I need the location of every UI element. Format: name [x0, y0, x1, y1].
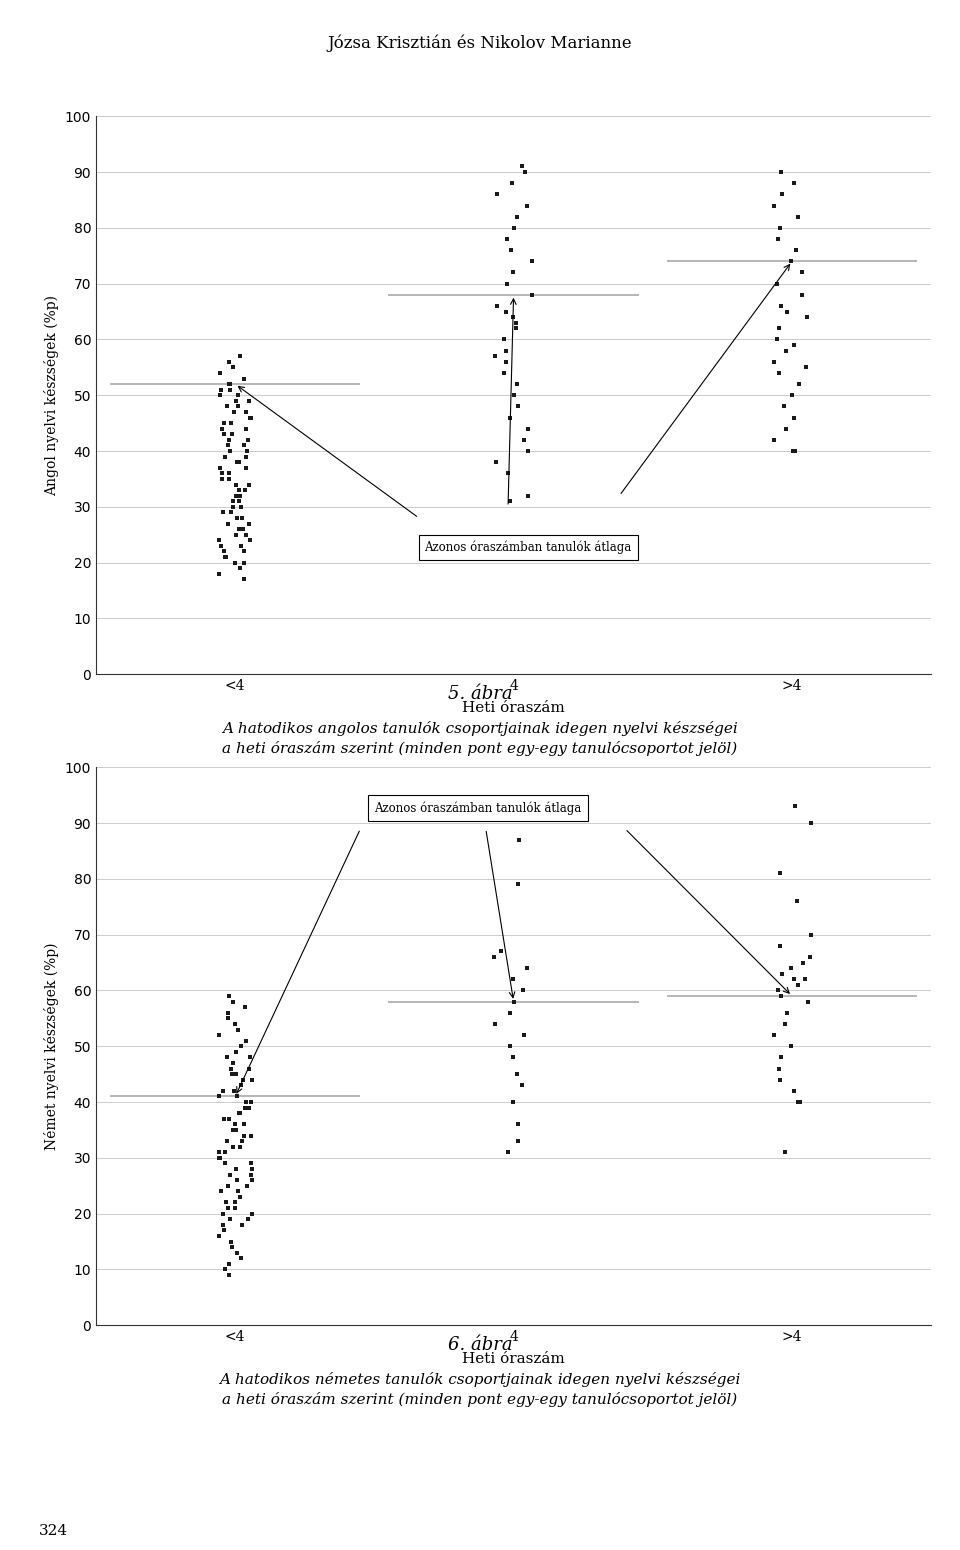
Text: A hatodikos németes tanulók csoportjainak idegen nyelvi készségei
a heti óraszám: A hatodikos németes tanulók csoportjaina…: [219, 1372, 741, 1406]
X-axis label: Heti óraszám: Heti óraszám: [462, 1353, 565, 1367]
X-axis label: Heti óraszám: Heti óraszám: [462, 702, 565, 716]
Text: 5. ábra: 5. ábra: [447, 685, 513, 704]
Text: 324: 324: [38, 1524, 67, 1538]
Y-axis label: Angol nyelvi készségek (%p): Angol nyelvi készségek (%p): [44, 294, 60, 496]
Text: Azonos óraszámban tanulók átlaga: Azonos óraszámban tanulók átlaga: [424, 541, 632, 555]
Text: Azonos óraszámban tanulók átlaga: Azonos óraszámban tanulók átlaga: [374, 801, 582, 815]
Y-axis label: Német nyelvi készségek (%p): Német nyelvi készségek (%p): [44, 942, 60, 1150]
Text: Józsa Krisztián és Nikolov Marianne: Józsa Krisztián és Nikolov Marianne: [327, 34, 633, 51]
Text: 6. ábra: 6. ábra: [447, 1336, 513, 1355]
Text: A hatodikos angolos tanulók csoportjainak idegen nyelvi készségei
a heti óraszám: A hatodikos angolos tanulók csoportjaina…: [222, 721, 738, 755]
